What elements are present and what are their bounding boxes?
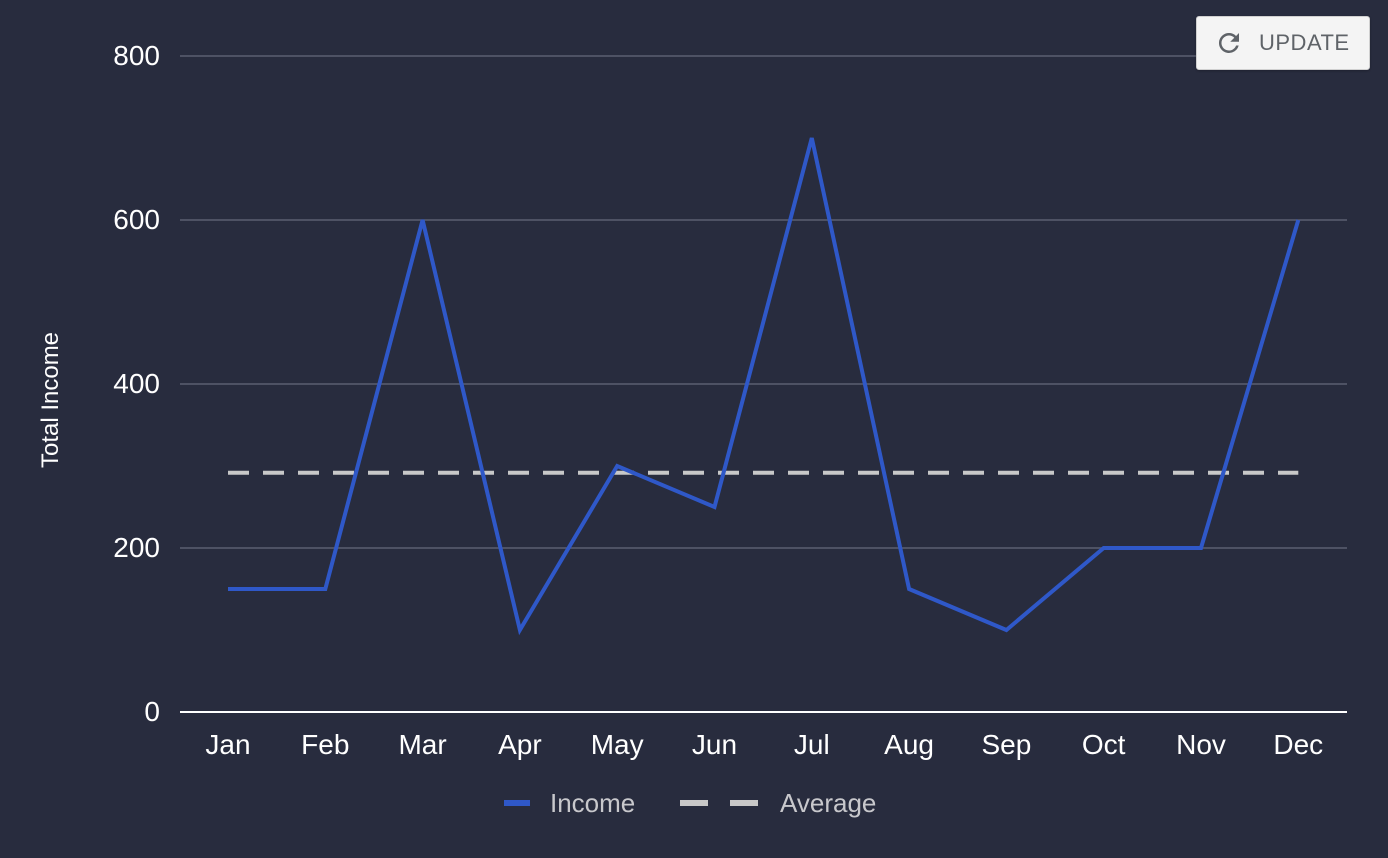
x-tick-label: Jul [794,729,830,760]
y-tick-label: 800 [113,40,160,71]
x-tick-label: Sep [981,729,1031,760]
x-tick-label: Apr [498,729,542,760]
refresh-icon [1213,27,1245,59]
series-line-income [228,137,1301,636]
update-button-label: UPDATE [1259,30,1350,55]
x-tick-label: Nov [1176,729,1226,760]
y-tick-label: 0 [144,696,160,727]
legend: Income Average [504,788,876,818]
y-tick-label: 600 [113,204,160,235]
x-tick-label: May [591,729,644,760]
x-tick-label: Feb [301,729,349,760]
x-axis-ticks: Jan Feb Mar Apr May Jun Jul Aug Sep Oct Nov Dec [205,729,1323,760]
x-tick-label: Jun [692,729,737,760]
legend-label-income: Income [550,788,635,818]
legend-label-average: Average [780,788,876,818]
x-tick-label: Aug [884,729,934,760]
x-tick-label: Mar [398,729,446,760]
update-button[interactable]: UPDATE [1196,16,1370,70]
y-tick-label: 400 [113,368,160,399]
y-axis-label: Total Income [37,332,64,468]
gridlines [180,55,1347,713]
x-tick-label: Jan [205,729,250,760]
x-tick-label: Oct [1082,729,1126,760]
x-tick-label: Dec [1273,729,1323,760]
series-layer [228,137,1301,636]
y-axis-ticks: 0 200 400 600 800 [113,40,160,727]
y-tick-label: 200 [113,532,160,563]
